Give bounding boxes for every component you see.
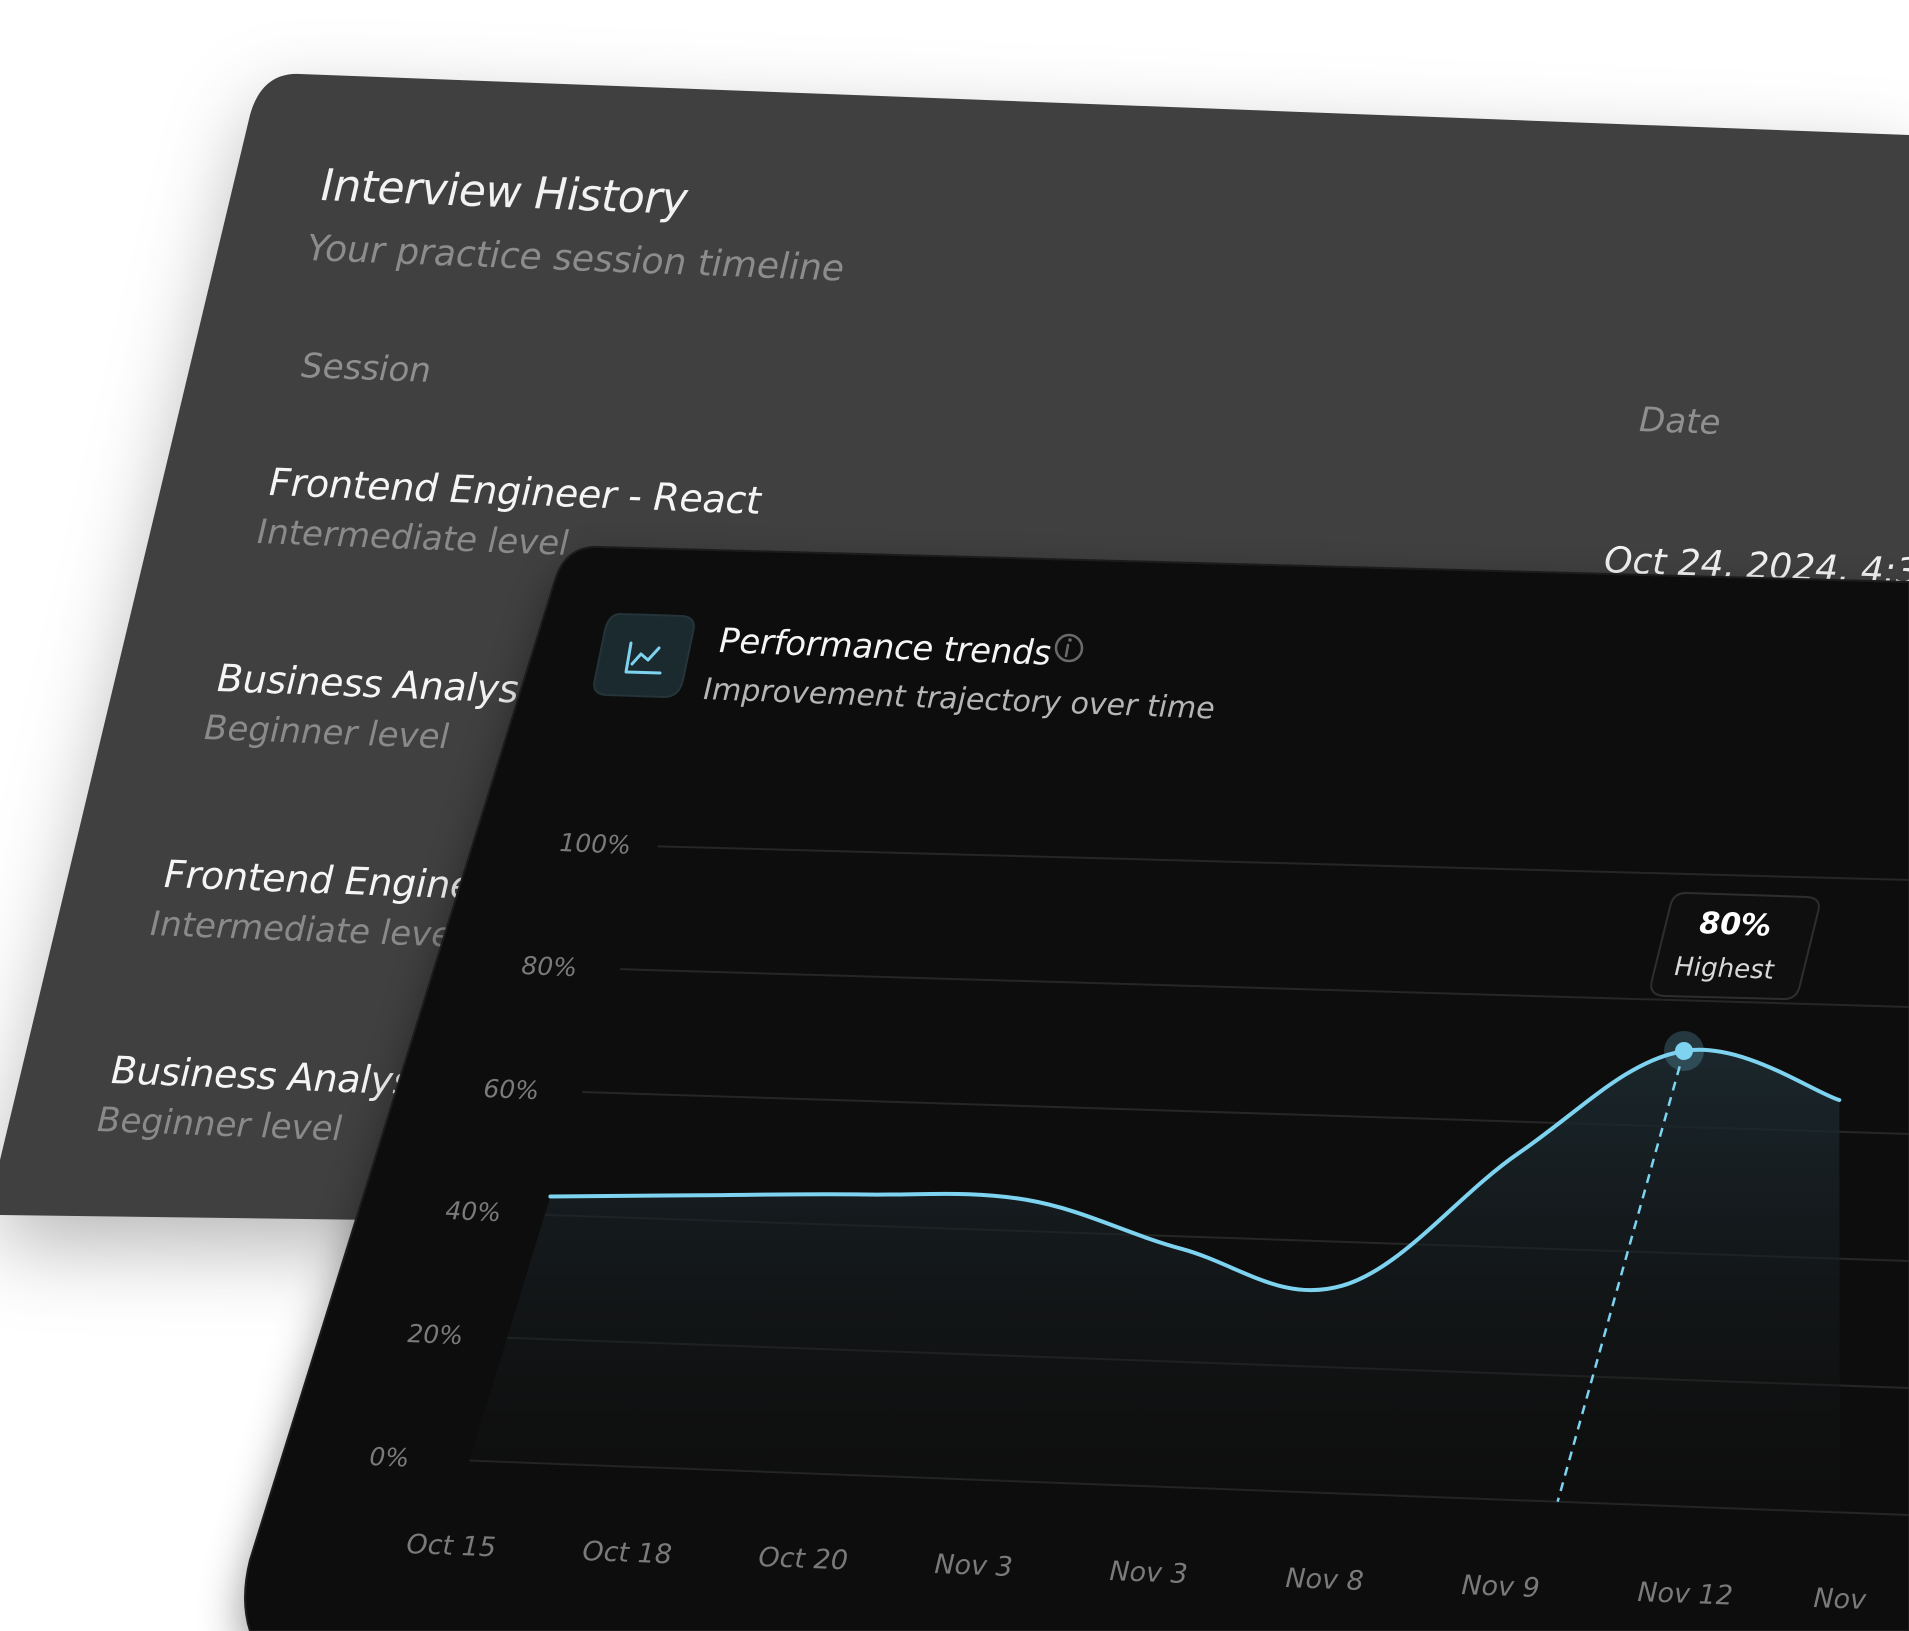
tooltip-label: Highest	[1673, 952, 1775, 986]
gridline	[619, 968, 1909, 1008]
y-tick-label: 20%	[406, 1319, 464, 1351]
x-tick-label: Nov 12	[1636, 1576, 1734, 1612]
x-tick-label: Oct 15	[405, 1528, 497, 1564]
y-tick-label: 0%	[368, 1442, 410, 1473]
y-tick-label: 100%	[558, 828, 632, 860]
x-tick-label: Nov	[1812, 1583, 1867, 1617]
x-tick-label: Oct 20	[757, 1542, 849, 1577]
info-icon[interactable]	[1054, 633, 1084, 663]
line-chart-icon	[593, 612, 695, 699]
tooltip-value: 80%	[1698, 906, 1772, 944]
x-tick-label: Nov 9	[1460, 1569, 1541, 1604]
chart-area	[469, 1049, 1840, 1513]
x-tick-label: Nov 8	[1285, 1562, 1365, 1597]
x-tick-label: Oct 18	[581, 1535, 673, 1570]
y-tick-label: 60%	[482, 1073, 540, 1105]
x-tick-label: Nov 3	[933, 1549, 1014, 1584]
x-tick-label: Nov 3	[1109, 1556, 1189, 1591]
y-tick-label: 40%	[444, 1196, 502, 1228]
highlight-point[interactable]	[1674, 1041, 1693, 1060]
gridline	[657, 845, 1909, 881]
tooltip-box	[1650, 891, 1820, 1001]
y-tick-label: 80%	[520, 950, 578, 982]
chart-series-line	[548, 1047, 1842, 1293]
highlight-guide-line	[1556, 1050, 1686, 1503]
